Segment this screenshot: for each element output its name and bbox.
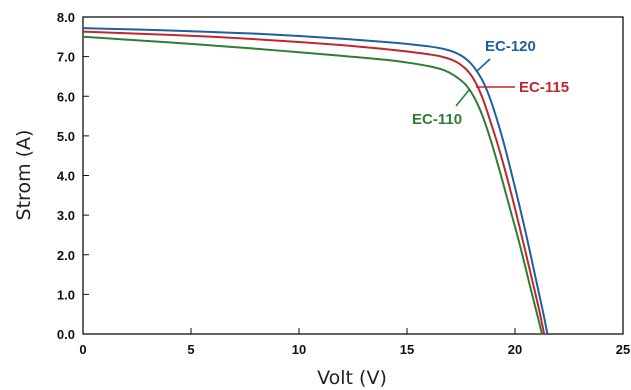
x-tick-label: 20	[508, 342, 522, 357]
series-leader-ec-110	[455, 89, 470, 107]
x-tick-label: 5	[187, 342, 194, 357]
y-tick-label: 4.0	[57, 169, 75, 184]
series-line-ec-115	[82, 30, 546, 335]
labels-layer: EC-120 EC-115 EC-110	[412, 38, 569, 128]
x-tick-label: 25	[616, 342, 630, 357]
y-tick-label: 0.0	[57, 327, 75, 342]
plot-frame	[82, 16, 624, 335]
series-leader-ec-120	[475, 58, 491, 73]
x-tick-label: 15	[400, 342, 414, 357]
y-tick-label: 5.0	[57, 129, 75, 144]
y-axis-title: Strom (A)	[13, 130, 35, 221]
x-tick-label: 0	[79, 342, 86, 357]
x-axis-title: Volt (V)	[317, 367, 387, 389]
y-tick-label: 7.0	[57, 50, 75, 65]
x-tick-label: 10	[292, 342, 306, 357]
y-tick-label: 8.0	[57, 10, 75, 25]
y-tick-label: 6.0	[57, 89, 75, 104]
ticks-layer: 0 5 10 15 20 25 0.0 1.0 2.0 3.0 4.0 5.0 6.0 7.0 8.0	[57, 10, 630, 357]
y-tick-label: 1.0	[57, 287, 75, 302]
y-tick-label: 3.0	[57, 208, 75, 223]
series-label-ec-115: EC-115	[519, 79, 569, 96]
y-tick-label: 2.0	[57, 248, 75, 263]
series-line-ec-120	[82, 27, 549, 335]
series-line-ec-110	[82, 35, 543, 335]
series-layer	[82, 27, 549, 335]
series-label-ec-110: EC-110	[412, 111, 462, 128]
series-label-ec-120: EC-120	[485, 38, 536, 55]
